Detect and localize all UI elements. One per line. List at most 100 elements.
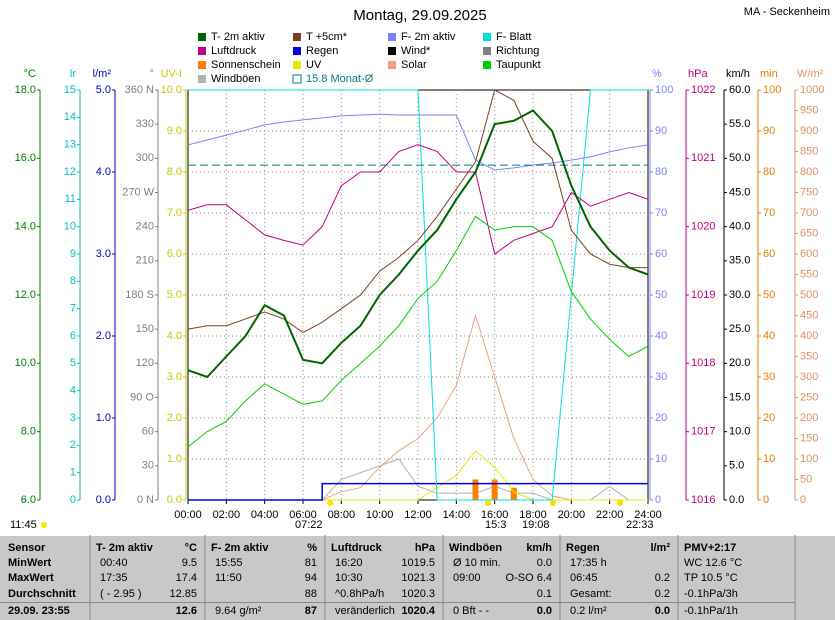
y-tick-label: 1019	[691, 289, 715, 301]
y-tick-label: 150	[136, 323, 154, 335]
y-tick-label: 500	[800, 289, 818, 301]
y-tick-label: 900	[800, 125, 818, 137]
y-tick-label: 1022	[691, 84, 715, 96]
y-tick-label: 3.0	[96, 248, 111, 260]
sun-moon-icon	[327, 500, 333, 506]
table-cell: 94	[305, 572, 317, 584]
axis-label: min	[760, 68, 778, 80]
x-tick-label: 20:00	[558, 509, 586, 521]
y-tick-label: 2.0	[96, 330, 111, 342]
column-header: Windböen	[449, 542, 502, 554]
series-line	[187, 113, 649, 171]
y-tick-label: 90	[655, 125, 667, 137]
y-tick-label: 8.0	[21, 426, 36, 438]
table-cell: 0.2	[655, 588, 670, 600]
sun-moon-icon	[485, 500, 491, 506]
y-tick-label: 10.0	[161, 84, 182, 96]
axis-label: °C	[24, 68, 36, 80]
y-tick-label: 9	[70, 248, 76, 260]
y-tick-label: 60.0	[729, 84, 750, 96]
table-cell: 17.4	[176, 572, 197, 584]
table-cell: 11:50	[215, 572, 242, 584]
table-cell: 0 Bft - -	[453, 605, 489, 617]
x-tick-label: 06:00	[289, 509, 317, 521]
y-tick-label: 0	[800, 494, 806, 506]
table-cell: 0.2	[655, 572, 670, 584]
column-header: Luftdruck	[331, 542, 383, 554]
y-tick-label: 50	[800, 473, 812, 485]
y-tick-label: 0	[655, 494, 661, 506]
y-tick-label: 10	[763, 453, 775, 465]
y-tick-label: 15	[64, 84, 76, 96]
y-tick-label: 55.0	[729, 118, 750, 130]
table-cell: 06:45	[570, 572, 598, 584]
legend-label: T +5cm*	[306, 31, 348, 43]
column-header: km/h	[526, 542, 552, 554]
y-tick-label: 5	[70, 357, 76, 369]
table-cell: ^0.8hPa/h	[335, 588, 384, 600]
y-tick-label: 100	[763, 84, 781, 96]
table-cell: 1020.3	[401, 588, 435, 600]
y-tick-label: 120	[136, 357, 154, 369]
y-tick-label: 5.0	[96, 84, 111, 96]
y-tick-label: 270 W	[122, 186, 154, 198]
annotation: 22:33	[626, 519, 654, 531]
series-line	[187, 109, 649, 379]
table-cell: 1020.4	[401, 605, 436, 617]
axis-label: km/h	[726, 68, 750, 80]
y-tick-label: 70	[655, 207, 667, 219]
x-tick-label: 08:00	[328, 509, 356, 521]
y-tick-label: 1017	[691, 426, 715, 438]
legend-label: Regen	[306, 45, 338, 57]
table-cell: -0.1hPa/1h	[684, 605, 738, 617]
bar	[472, 479, 479, 500]
x-tick-label: 22:00	[596, 509, 624, 521]
table-cell: 81	[305, 557, 317, 569]
table-cell: 88	[305, 588, 317, 600]
series-line	[187, 89, 648, 334]
y-tick-label: 1.0	[167, 453, 182, 465]
table-cell: 09:00	[453, 572, 481, 584]
y-tick-label: 950	[800, 104, 818, 116]
y-tick-label: 100	[655, 84, 673, 96]
legend-swatch	[293, 33, 301, 41]
table-background	[0, 535, 835, 620]
legend-swatch	[292, 74, 302, 84]
y-tick-label: 9.0	[167, 125, 182, 137]
y-tick-label: 40	[763, 330, 775, 342]
y-tick-label: 20	[763, 412, 775, 424]
table-cell: 0.0	[655, 605, 670, 617]
legend-swatch	[483, 61, 491, 69]
y-tick-label: 11	[65, 193, 76, 205]
y-tick-label: 10.0	[15, 357, 36, 369]
legend-swatch	[198, 47, 206, 55]
annotation: 15:3	[485, 519, 506, 531]
y-tick-label: 0.0	[96, 494, 111, 506]
table-cell: 87	[305, 605, 317, 617]
y-tick-label: 800	[800, 166, 818, 178]
y-tick-label: 850	[800, 145, 818, 157]
x-tick-label: 18:00	[519, 509, 547, 521]
y-tick-label: 35.0	[729, 255, 750, 267]
legend-swatch	[388, 47, 396, 55]
table-cell: 0.0	[537, 605, 552, 617]
table-cell: Ø 10 min.	[453, 557, 501, 569]
y-tick-label: 700	[800, 207, 818, 219]
y-tick-label: 330	[136, 118, 154, 130]
y-tick-label: 350	[800, 350, 818, 362]
y-tick-label: 30	[142, 460, 154, 472]
y-tick-label: 13	[64, 139, 76, 151]
y-tick-label: 300	[800, 371, 818, 383]
y-tick-label: 400	[800, 330, 818, 342]
y-tick-label: 12.0	[15, 289, 36, 301]
table-cell: TP 10.5 °C	[684, 572, 738, 584]
y-tick-label: 650	[800, 227, 818, 239]
table-cell: 16:20	[335, 557, 363, 569]
legend-label: F- 2m aktiv	[401, 31, 456, 43]
axis-label: lr	[70, 68, 76, 80]
sun-moon-icon	[550, 500, 556, 506]
table-cell: 9.5	[182, 557, 197, 569]
y-tick-label: 1000	[800, 84, 824, 96]
